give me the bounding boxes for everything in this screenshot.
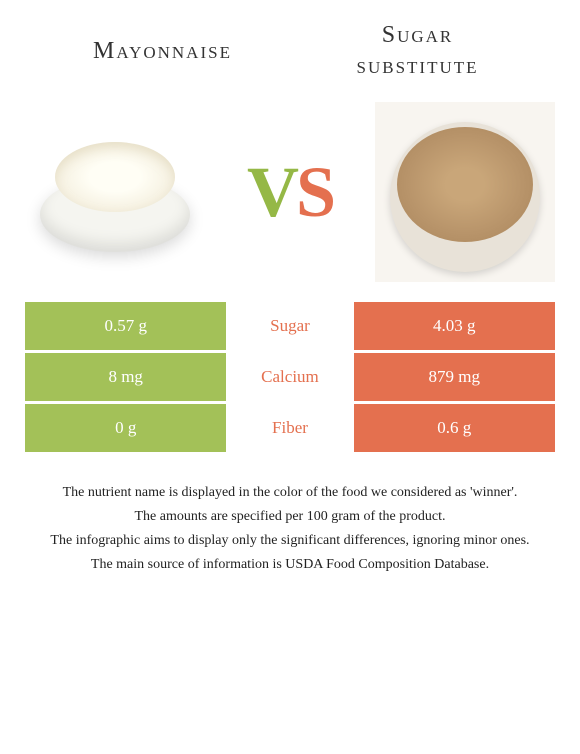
footnote-line: The infographic aims to display only the… (35, 530, 545, 551)
images-row: VS (15, 102, 565, 282)
cell-left-value: 0.57 g (25, 302, 226, 350)
cell-nutrient-label: Calcium (226, 353, 353, 401)
header-row: Mayonnaise Sugar substitute (15, 20, 565, 82)
cell-left-value: 8 mg (25, 353, 226, 401)
footnote-line: The amounts are specified per 100 gram o… (35, 506, 545, 527)
cell-nutrient-label: Sugar (226, 302, 353, 350)
cell-nutrient-label: Fiber (226, 404, 353, 452)
cell-right-value: 4.03 g (354, 302, 555, 350)
vs-s: S (296, 152, 333, 232)
title-right: Sugar substitute (290, 20, 545, 82)
title-right-line2: substitute (290, 51, 545, 82)
cell-right-value: 0.6 g (354, 404, 555, 452)
vs-label: VS (247, 151, 333, 234)
comparison-table: 0.57 g Sugar 4.03 g 8 mg Calcium 879 mg … (25, 302, 555, 452)
cell-right-value: 879 mg (354, 353, 555, 401)
footnote-line: The main source of information is USDA F… (35, 554, 545, 575)
footnote-line: The nutrient name is displayed in the co… (35, 482, 545, 503)
table-row: 0 g Fiber 0.6 g (25, 404, 555, 452)
title-right-line1: Sugar (290, 20, 545, 51)
footnotes: The nutrient name is displayed in the co… (15, 482, 565, 575)
title-left: Mayonnaise (35, 38, 290, 65)
vs-v: V (247, 152, 296, 232)
mayonnaise-image (25, 102, 205, 282)
table-row: 8 mg Calcium 879 mg (25, 353, 555, 401)
cell-left-value: 0 g (25, 404, 226, 452)
sugar-substitute-image (375, 102, 555, 282)
table-row: 0.57 g Sugar 4.03 g (25, 302, 555, 350)
